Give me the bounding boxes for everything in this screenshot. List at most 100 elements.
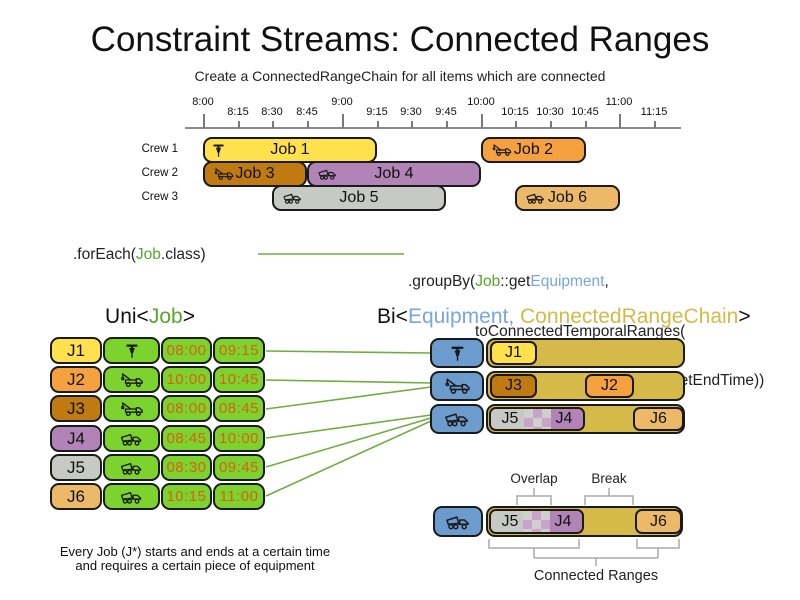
job-bar-label: Job 5 bbox=[339, 189, 379, 206]
uni-row-end: 11:00 bbox=[213, 483, 265, 510]
code-text: ::get bbox=[500, 273, 531, 290]
tick-mark bbox=[515, 121, 517, 128]
tick-label: 10:45 bbox=[571, 106, 599, 118]
j4-segment bbox=[550, 511, 582, 532]
bi-chain-row-2: J3 J2 bbox=[486, 371, 685, 401]
heading-text: > bbox=[738, 305, 751, 328]
timeline-job-bar-1: Job 1 bbox=[203, 137, 377, 163]
tick-label: 11:00 bbox=[605, 96, 633, 108]
uni-row-equipment-cell bbox=[103, 454, 160, 481]
timeline-job-bar-6: Job 6 bbox=[515, 185, 620, 211]
code-line: .groupBy(Job::getEquipment, bbox=[408, 273, 764, 290]
tick-label: 10:30 bbox=[536, 106, 564, 118]
bi-heading: Bi<Equipment, ConnectedRangeChain> bbox=[377, 305, 751, 329]
page-title: Constraint Streams: Connected Ranges bbox=[90, 20, 710, 59]
tick-label: 8:45 bbox=[296, 106, 318, 118]
connected-ranges-bracket bbox=[534, 557, 658, 566]
job-bar-label: Job 6 bbox=[547, 189, 588, 206]
overlap-label: Overlap bbox=[510, 471, 558, 486]
break-label: Break bbox=[591, 471, 627, 486]
tick-mark bbox=[446, 121, 448, 128]
range2-bracket bbox=[636, 539, 680, 558]
timeline-job-bar-4: Job 4 bbox=[307, 161, 481, 187]
uni-row-id-j3: J3 bbox=[50, 395, 102, 422]
tick-label: 8:30 bbox=[261, 106, 283, 118]
connector-j5-truck bbox=[265, 417, 432, 468]
crew-label: Crew 3 bbox=[141, 191, 178, 203]
overlap-checker-segment bbox=[523, 511, 550, 532]
code-text: toConnectedTemporalRanges( bbox=[475, 322, 686, 340]
code-text: , bbox=[604, 273, 609, 290]
uni-row-end: 10:00 bbox=[213, 425, 265, 452]
range1-bracket bbox=[488, 539, 580, 558]
uni-row-end: 10:45 bbox=[213, 366, 265, 393]
uni-row-start: 08:45 bbox=[161, 425, 212, 452]
dump-truck-icon bbox=[118, 488, 145, 506]
job-bar-label: Job 2 bbox=[513, 141, 554, 158]
timeline-job-bar-5: Job 5 bbox=[272, 185, 446, 211]
jackhammer-icon bbox=[125, 341, 139, 360]
dump-truck-icon bbox=[316, 167, 339, 182]
code-text: Equipment bbox=[530, 273, 605, 290]
heading-text: Bi< bbox=[377, 305, 408, 328]
heading-text: > bbox=[182, 305, 195, 328]
detail-equipment-cell-dump bbox=[433, 506, 483, 537]
detail-overlap-unit: J5 J4 bbox=[489, 509, 584, 534]
uni-row-id-j6: J6 bbox=[50, 483, 102, 510]
footnote-line2: and requires a certain piece of equipmen… bbox=[75, 557, 315, 573]
crane-truck-icon bbox=[490, 143, 513, 158]
uni-row-id-j4: J4 bbox=[50, 425, 102, 452]
bi-chain-row-3: J5 J4 J6 bbox=[486, 404, 685, 434]
jackhammer-icon bbox=[212, 142, 225, 159]
bi-job-block-j3: J3 bbox=[490, 374, 537, 398]
uni-row-end: 09:15 bbox=[213, 337, 265, 364]
j5-segment bbox=[491, 409, 524, 429]
tick-label: 10:15 bbox=[501, 106, 529, 118]
crane-truck-icon bbox=[212, 167, 235, 182]
bi-equipment-cell-jackhammer bbox=[430, 338, 484, 368]
uni-row-equipment-cell bbox=[103, 366, 160, 393]
bi-job-block-j2: J2 bbox=[585, 374, 634, 398]
uni-row-start: 08:00 bbox=[161, 395, 212, 422]
jackhammer-icon bbox=[450, 343, 465, 363]
dump-truck-icon bbox=[281, 191, 304, 206]
bi-chain-row-1: J1 bbox=[486, 338, 685, 368]
connector-j2-crane bbox=[265, 379, 432, 384]
uni-row-start: 10:00 bbox=[161, 366, 212, 393]
tick-label: 11:15 bbox=[640, 106, 668, 118]
uni-row-equipment-cell bbox=[103, 337, 160, 364]
uni-row-id-j5: J5 bbox=[50, 454, 102, 481]
overlap-checker-segment bbox=[524, 409, 551, 429]
code-text: Job bbox=[475, 273, 501, 290]
tick-mark bbox=[272, 121, 274, 128]
crew-label: Crew 2 bbox=[141, 167, 178, 179]
j4-segment bbox=[551, 409, 583, 429]
uni-row-start: 08:30 bbox=[161, 454, 212, 481]
code-text: ::getEndTime)) bbox=[662, 372, 765, 390]
connected-ranges-label: Connected Ranges bbox=[533, 568, 659, 584]
bi-job-block-j1: J1 bbox=[490, 341, 537, 365]
tick-mark bbox=[238, 121, 240, 128]
heading-text: Job bbox=[148, 305, 183, 328]
uni-row-start: 10:15 bbox=[161, 483, 212, 510]
footnote-line1: Every Job (J*) starts and ends at a cert… bbox=[59, 544, 331, 559]
dump-truck-icon bbox=[442, 409, 472, 429]
job-bar-label: Job 1 bbox=[270, 141, 310, 158]
tick-mark bbox=[481, 114, 483, 128]
bi-job-label-j5: J5 bbox=[501, 410, 519, 427]
heading-text: , bbox=[508, 305, 521, 328]
tick-mark bbox=[411, 121, 413, 128]
crane-truck-icon bbox=[118, 371, 145, 389]
uni-row-id-j2: J2 bbox=[50, 366, 102, 393]
foreach-code: .forEach(Job.class) bbox=[73, 246, 206, 264]
tick-mark bbox=[203, 114, 205, 128]
heading-text: ConnectedRangeChain bbox=[520, 305, 739, 328]
crane-truck-icon bbox=[118, 400, 145, 418]
bi-job-label-j4: J4 bbox=[555, 410, 573, 427]
subtitle: Create a ConnectedRangeChain for all ite… bbox=[194, 68, 606, 84]
tick-mark bbox=[619, 114, 621, 128]
bi-job-block-j6: J6 bbox=[633, 407, 684, 431]
heading-text: Uni< bbox=[105, 305, 149, 328]
tick-label: 8:00 bbox=[192, 96, 214, 108]
